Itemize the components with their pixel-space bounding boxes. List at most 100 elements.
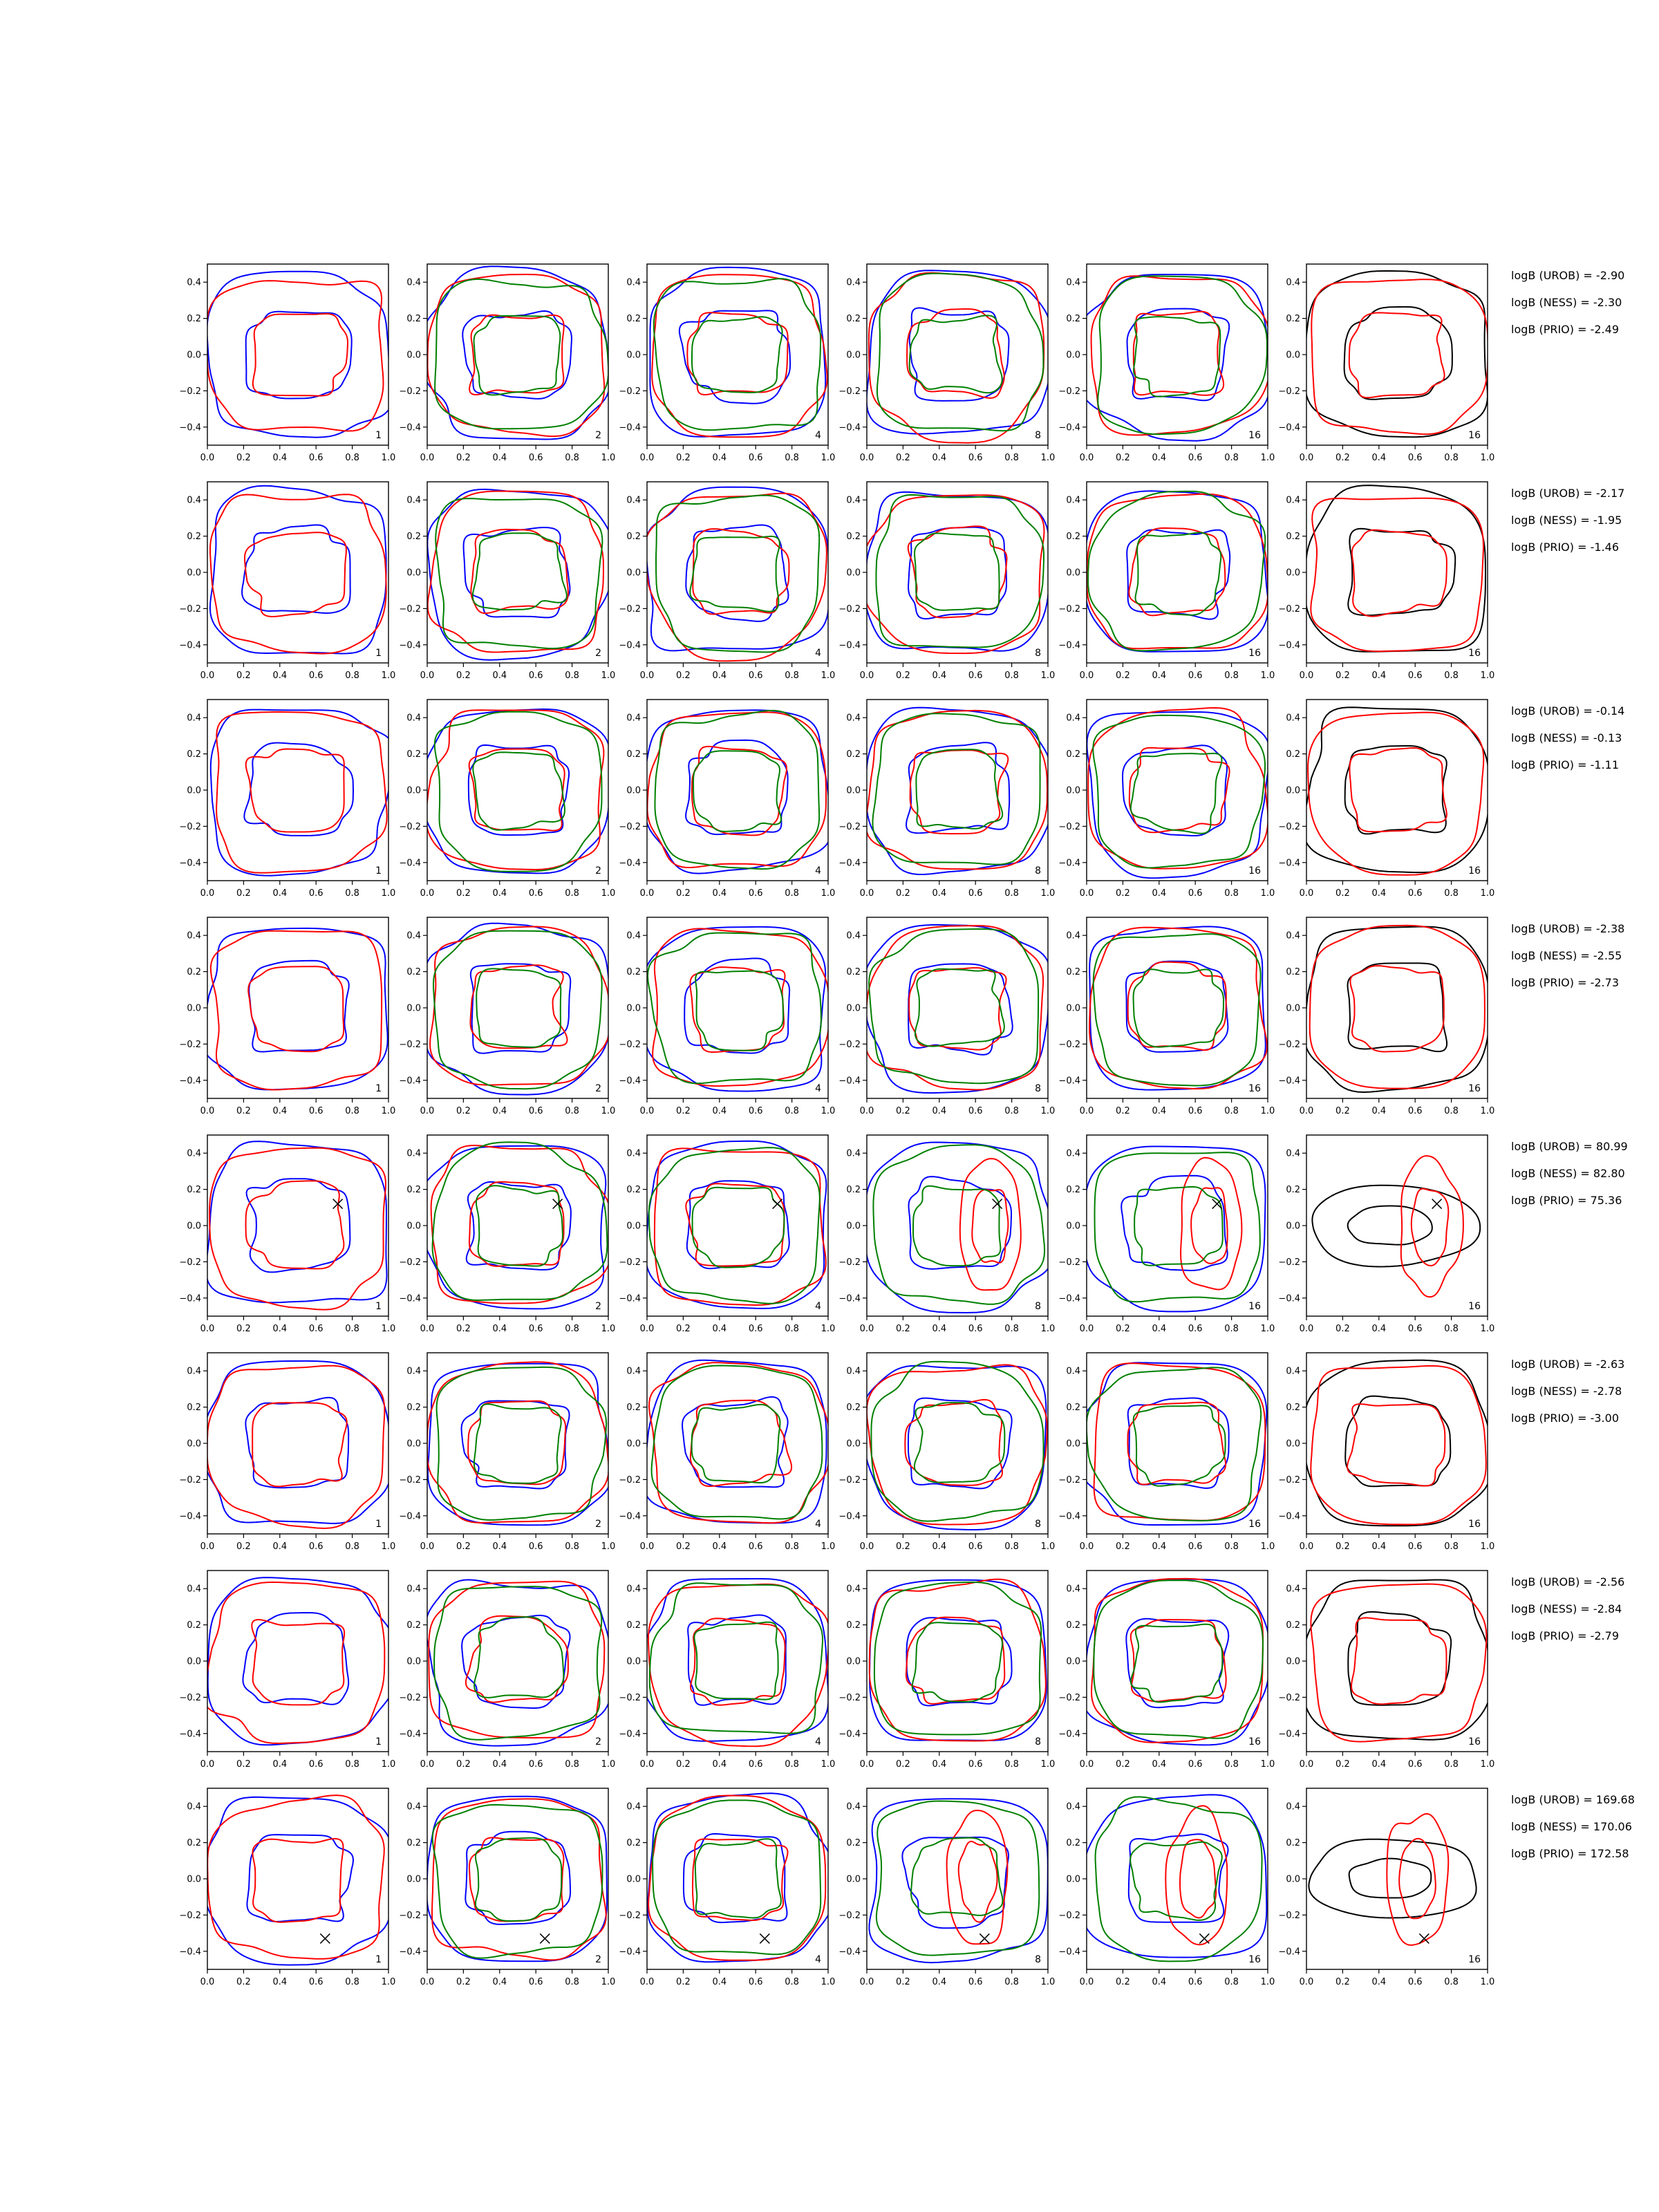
x-tick-label: 0.2 xyxy=(896,888,910,899)
x-tick-label: 0.0 xyxy=(200,1759,215,1770)
logb-stat-line: logB (NESS) = 170.06 xyxy=(1511,1820,1632,1833)
panel-count-label: 2 xyxy=(595,1736,601,1747)
panel-r7-c6: 0.0 0.2 0.4 0.6 0.8 1.0 0.4 0.2 0.0 −0.2 −0.4 16 xyxy=(1278,1570,1494,1770)
panel-count-label: 4 xyxy=(815,1736,821,1747)
panel-count-label: 4 xyxy=(815,1083,821,1094)
y-tick-label: 0.0 xyxy=(1286,350,1300,361)
x-tick-label: 0.8 xyxy=(1224,1324,1239,1334)
panel-r1-c4: 0.0 0.2 0.4 0.6 0.8 1.0 0.4 0.2 0.0 −0.2 −0.4 8 xyxy=(838,263,1055,463)
blue-contour-line xyxy=(1126,529,1231,620)
x-tick-label: 1.0 xyxy=(1481,1977,1495,1987)
x-tick-label: 0.0 xyxy=(1300,1759,1314,1770)
y-tick-label: −0.2 xyxy=(838,1693,861,1703)
y-tick-label: −0.4 xyxy=(1278,1729,1300,1739)
green-contour-line xyxy=(472,751,566,831)
row-1-stats: logB (UROB) = -2.90 logB (NESS) = -2.30 lo… xyxy=(1511,269,1624,336)
axes-frame xyxy=(207,1570,389,1752)
x-tick-label: 1.0 xyxy=(821,671,836,681)
y-tick-label: −0.2 xyxy=(179,1693,201,1703)
y-tick-label: −0.2 xyxy=(619,1911,641,1921)
red-contour-line xyxy=(216,711,388,874)
blue-contour-line xyxy=(867,924,1048,1094)
x-tick-label: 0.2 xyxy=(456,1977,471,1987)
panel-count-label: 16 xyxy=(1248,1519,1261,1530)
y-tick-label: 0.0 xyxy=(626,1875,641,1885)
y-tick-label: 0.4 xyxy=(187,1802,201,1812)
x-tick-label: 0.8 xyxy=(1224,671,1239,681)
x-tick-label: 0.4 xyxy=(932,1759,946,1770)
logb-stat-line: logB (UROB) = -0.14 xyxy=(1511,704,1624,718)
y-tick-label: 0.2 xyxy=(187,749,201,760)
y-tick-label: 0.4 xyxy=(406,931,421,941)
panel-count-label: 16 xyxy=(1248,1083,1261,1094)
y-tick-label: −0.2 xyxy=(1058,386,1080,397)
y-tick-label: 0.0 xyxy=(406,350,421,361)
green-contour-line xyxy=(694,1838,782,1919)
x-tick-label: 1.0 xyxy=(1041,1106,1056,1116)
x-tick-label: 0.0 xyxy=(420,1324,435,1334)
y-tick-label: 0.4 xyxy=(406,1584,421,1595)
x-tick-label: 1.0 xyxy=(382,1759,396,1770)
y-tick-label: 0.4 xyxy=(406,1367,421,1377)
x-tick-label: 0.8 xyxy=(1224,453,1239,463)
contour-group xyxy=(1308,1812,1477,1946)
x-tick-label: 0.8 xyxy=(1004,1106,1019,1116)
panel-r2-c6: 0.0 0.2 0.4 0.6 0.8 1.0 0.4 0.2 0.0 −0.2 −0.4 16 xyxy=(1278,481,1494,681)
red-contour-line xyxy=(1400,1155,1464,1298)
x-tick-label: 0.2 xyxy=(676,453,691,463)
red-contour-line xyxy=(251,1619,346,1706)
panel-r1-c5: 0.0 0.2 0.4 0.6 0.8 1.0 0.4 0.2 0.0 −0.2 −0.4 16 xyxy=(1058,263,1275,463)
x-tick-label: 0.4 xyxy=(932,1106,946,1116)
x-tick-label: 0.0 xyxy=(1300,1977,1314,1987)
contour-group xyxy=(647,926,828,1092)
red-contour-line xyxy=(1090,1577,1264,1743)
black-contour-line xyxy=(1311,1184,1481,1268)
x-tick-label: 1.0 xyxy=(601,888,616,899)
contour-group xyxy=(207,1141,388,1311)
y-tick-label: 0.0 xyxy=(187,1875,201,1885)
green-contour-line xyxy=(689,535,780,612)
x-tick-label: 0.8 xyxy=(1004,888,1019,899)
y-tick-label: 0.4 xyxy=(846,931,861,941)
x-tick-label: 0.8 xyxy=(1224,888,1239,899)
x-tick-label: 0.4 xyxy=(492,1977,507,1987)
red-contour-line xyxy=(1127,1401,1227,1485)
x-tick-label: 0.0 xyxy=(420,671,435,681)
contour-group xyxy=(1306,270,1488,438)
y-tick-label: 0.4 xyxy=(1286,1149,1300,1159)
green-contour-line xyxy=(913,1402,1006,1483)
y-tick-label: 0.0 xyxy=(1066,1657,1080,1667)
x-tick-label: 0.4 xyxy=(712,1759,727,1770)
panel-r6-c1: 0.0 0.2 0.4 0.6 0.8 1.0 0.4 0.2 0.0 −0.2 −0.4 1 xyxy=(179,1352,395,1552)
green-contour-line xyxy=(473,1403,562,1484)
panel-r7-c5: 0.0 0.2 0.4 0.6 0.8 1.0 0.4 0.2 0.0 −0.2 −0.4 16 xyxy=(1058,1570,1275,1770)
x-tick-label: 0.6 xyxy=(1408,888,1423,899)
x-tick-label: 0.6 xyxy=(309,671,324,681)
x-tick-label: 0.6 xyxy=(1188,1759,1203,1770)
panel-count-label: 2 xyxy=(595,865,601,877)
row-6-stats: logB (UROB) = -2.63 logB (NESS) = -2.78 lo… xyxy=(1511,1358,1624,1425)
blue-contour-line xyxy=(427,1145,607,1310)
y-tick-label: 0.2 xyxy=(626,314,641,324)
y-tick-label: −0.2 xyxy=(619,604,641,615)
x-tick-label: 0.2 xyxy=(896,1977,910,1987)
y-tick-label: −0.4 xyxy=(1058,640,1080,650)
red-contour-line xyxy=(469,314,565,396)
blue-contour-line xyxy=(647,926,827,1092)
black-contour-line xyxy=(1306,270,1488,438)
x-tick-label: 0.0 xyxy=(1080,1324,1094,1334)
blue-contour-line xyxy=(1087,1145,1266,1313)
y-tick-label: 0.2 xyxy=(187,1403,201,1413)
panel-r8-c6: 0.0 0.2 0.4 0.6 0.8 1.0 0.4 0.2 0.0 −0.2 −0.4 16 xyxy=(1278,1788,1494,1987)
red-contour-line xyxy=(467,1400,567,1485)
red-contour-line xyxy=(689,1618,786,1706)
axes-frame xyxy=(207,917,389,1099)
blue-contour-line xyxy=(908,526,1007,620)
red-contour-line xyxy=(429,926,608,1086)
black-contour-line xyxy=(1347,527,1456,617)
x-tick-label: 0.2 xyxy=(456,1106,471,1116)
x-tick-label: 0.4 xyxy=(932,671,946,681)
panel-count-label: 16 xyxy=(1468,648,1481,659)
x-tick-label: 0.0 xyxy=(640,1977,655,1987)
green-contour-line xyxy=(695,970,785,1051)
